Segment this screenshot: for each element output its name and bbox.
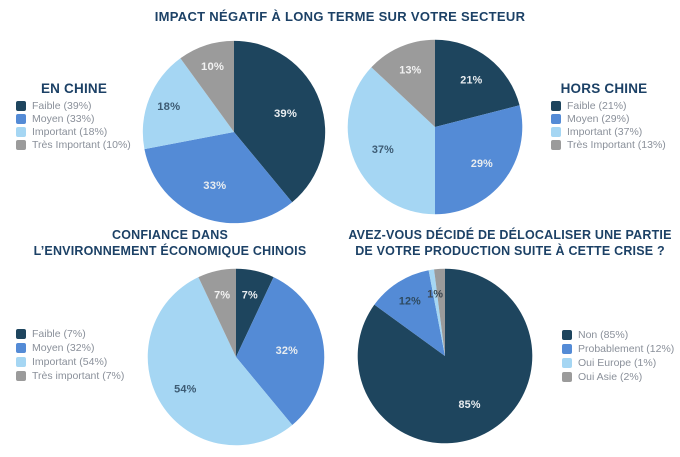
- pie-slice-faible: [236, 268, 274, 357]
- legend-en-chine: EN CHINE Faible (39%) Moyen (33%) Import…: [12, 81, 132, 151]
- legend-title-en-chine: EN CHINE: [40, 81, 108, 96]
- legend-item: Probablement (12%): [562, 342, 680, 356]
- legend-label: Important (37%): [567, 125, 643, 138]
- legend-title-hors-chine: HORS CHINE: [560, 81, 648, 96]
- chart-title-delocalisation: AVEZ-VOUS DÉCIDÉ DE DÉLOCALISER UNE PART…: [340, 227, 680, 259]
- legend-label: Moyen (32%): [32, 342, 95, 354]
- legend-label: Moyen (33%): [32, 112, 95, 125]
- legend-item: Oui Europe (1%): [562, 356, 680, 370]
- pie-slice-moyen: [144, 132, 293, 224]
- swatch-oui-europe: [562, 358, 572, 368]
- main-title: IMPACT NÉGATIF À LONG TERME SUR VOTRE SE…: [154, 9, 526, 24]
- legend-label: Faible (39%): [32, 99, 92, 112]
- slice-label-moyen: 33%: [203, 180, 226, 192]
- swatch-tres-important: [551, 139, 561, 150]
- pie-slice-faible: [234, 40, 326, 203]
- swatch-moyen: [16, 343, 26, 353]
- legend-item: Très important (7%): [16, 369, 142, 383]
- slice-label-faible: 39%: [274, 108, 297, 120]
- pie-slice-oui-europe: [428, 269, 445, 356]
- legend-label: Important (18%): [32, 125, 108, 138]
- pie-slice-non: [357, 268, 533, 444]
- swatch-important: [16, 357, 26, 367]
- pie-slice-moyen: [435, 105, 523, 215]
- legend-label: Très Important (13%): [567, 138, 666, 151]
- slice-label-moyen: 29%: [471, 158, 493, 170]
- legend-item: Important (54%): [16, 355, 142, 369]
- chart-title-line: L’ENVIRONNEMENT ÉCONOMIQUE CHINOIS: [33, 244, 307, 258]
- legend-label: Très Important (10%): [32, 138, 131, 151]
- legend-item: Moyen (32%): [16, 341, 142, 355]
- swatch-important: [16, 126, 26, 137]
- pie-chart-delocalisation: 85% 12% 1%: [357, 268, 533, 444]
- legend-item: Faible (39%): [16, 99, 132, 112]
- swatch-probablement: [562, 344, 572, 354]
- slice-label-important: 18%: [157, 101, 180, 113]
- legend-label: Moyen (29%): [567, 112, 630, 125]
- swatch-oui-asie: [562, 372, 572, 382]
- pie-slice-probablement: [374, 270, 445, 356]
- slice-label-moyen: 32%: [276, 345, 298, 357]
- pie-slice-tres-important: [198, 268, 236, 357]
- legend-label: Faible (21%): [567, 99, 627, 112]
- pie-slice-tres-important: [371, 39, 435, 128]
- legend-label: Probablement (12%): [578, 343, 675, 355]
- legend-label: Oui Europe (1%): [578, 357, 657, 369]
- pie-chart-hors-chine: 21% 29% 37% 13%: [347, 39, 523, 215]
- pie-chart-en-chine: 39% 33% 18% 10%: [142, 40, 326, 224]
- swatch-tres-important: [16, 139, 26, 150]
- legend-item: Important (37%): [551, 125, 657, 138]
- legend-delocalisation: Non (85%) Probablement (12%) Oui Europe …: [558, 328, 680, 384]
- pie-slice-tres-important: [180, 40, 234, 132]
- slice-label-tres-important: 13%: [399, 65, 421, 77]
- swatch-moyen: [16, 113, 26, 124]
- legend-label: Faible (7%): [32, 328, 86, 340]
- legend-item: Faible (7%): [16, 327, 142, 341]
- legend-confiance: Faible (7%) Moyen (32%) Important (54%) …: [12, 327, 142, 383]
- slice-label-important: 37%: [372, 144, 394, 156]
- legend-item: Non (85%): [562, 328, 680, 342]
- pie-slice-faible: [435, 39, 520, 128]
- swatch-faible: [16, 100, 26, 111]
- slice-label-oui-europe: 1%: [427, 289, 443, 301]
- pie-slice-important: [147, 277, 293, 446]
- swatch-faible: [16, 329, 26, 339]
- legend-item: Moyen (33%): [16, 112, 132, 125]
- swatch-moyen: [551, 113, 561, 124]
- slice-label-tres-important: 10%: [201, 61, 224, 73]
- slice-label-tres-important: 7%: [214, 290, 230, 302]
- slice-label-faible: 7%: [242, 290, 258, 302]
- swatch-important: [551, 126, 561, 137]
- legend-label: Très important (7%): [32, 370, 125, 382]
- legend-item: Très Important (10%): [16, 138, 132, 151]
- pie-slice-important: [347, 67, 435, 215]
- pie-chart-confiance: 7% 32% 54% 7%: [147, 268, 325, 446]
- legend-label: Oui Asie (2%): [578, 371, 643, 383]
- slice-label-important: 54%: [174, 384, 196, 396]
- swatch-tres-important: [16, 371, 26, 381]
- legend-item: Faible (21%): [551, 99, 657, 112]
- legend-label: Important (54%): [32, 356, 108, 368]
- chart-title-confiance: CONFIANCE DANS L’ENVIRONNEMENT ÉCONOMIQU…: [0, 227, 340, 259]
- chart-title-line: DE VOTRE PRODUCTION SUITE À CETTE CRISE …: [355, 244, 665, 258]
- slice-label-faible: 21%: [460, 75, 482, 87]
- pie-slice-moyen: [236, 277, 325, 426]
- legend-label: Non (85%): [578, 329, 629, 341]
- pie-slice-oui-asie: [434, 268, 445, 356]
- pie-slice-important: [142, 58, 234, 150]
- legend-item: Moyen (29%): [551, 112, 657, 125]
- slice-label-non: 85%: [459, 399, 481, 411]
- swatch-faible: [551, 100, 561, 111]
- slice-label-probablement: 12%: [399, 295, 421, 307]
- chart-title-line: CONFIANCE DANS: [112, 228, 228, 242]
- chart-title-line: AVEZ-VOUS DÉCIDÉ DE DÉLOCALISER UNE PART…: [348, 228, 672, 242]
- legend-item: Oui Asie (2%): [562, 370, 680, 384]
- legend-hors-chine: HORS CHINE Faible (21%) Moyen (29%) Impo…: [545, 81, 666, 151]
- legend-item: Très Important (13%): [551, 138, 666, 151]
- legend-item: Important (18%): [16, 125, 132, 138]
- swatch-non: [562, 330, 572, 340]
